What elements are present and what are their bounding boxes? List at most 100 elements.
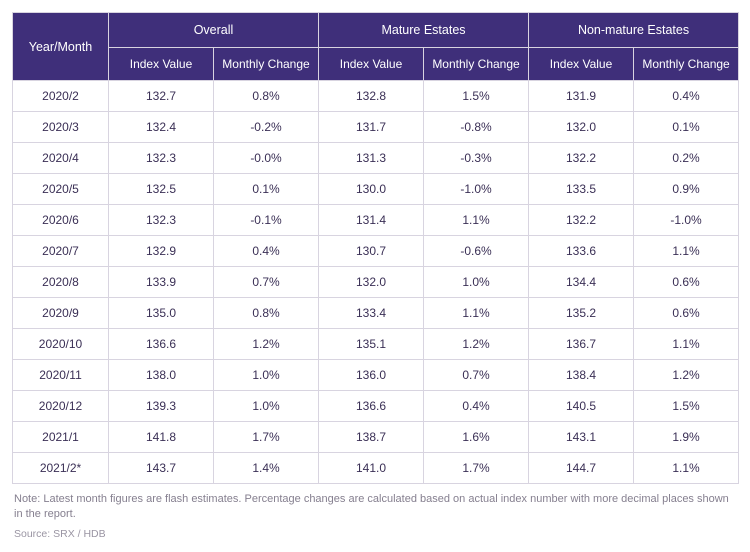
table-row: 2020/11138.01.0%136.00.7%138.41.2% xyxy=(13,360,739,391)
cell-year-month: 2020/6 xyxy=(13,205,109,236)
cell-mature-change: 1.5% xyxy=(424,81,529,112)
col-overall-index: Index Value xyxy=(109,48,214,81)
table-body: 2020/2132.70.8%132.81.5%131.90.4%2020/31… xyxy=(13,81,739,484)
cell-overall-change: -0.0% xyxy=(214,143,319,174)
table-row: 2020/3132.4-0.2%131.7-0.8%132.00.1% xyxy=(13,112,739,143)
table-row: 2021/1141.81.7%138.71.6%143.11.9% xyxy=(13,422,739,453)
cell-overall-value: 132.3 xyxy=(109,205,214,236)
cell-overall-value: 143.7 xyxy=(109,453,214,484)
cell-nonmature-change: 1.1% xyxy=(634,236,739,267)
cell-year-month: 2020/8 xyxy=(13,267,109,298)
cell-year-month: 2021/1 xyxy=(13,422,109,453)
cell-overall-change: 1.7% xyxy=(214,422,319,453)
cell-mature-change: 1.1% xyxy=(424,298,529,329)
cell-mature-change: 1.6% xyxy=(424,422,529,453)
cell-overall-change: 1.2% xyxy=(214,329,319,360)
cell-overall-change: 0.7% xyxy=(214,267,319,298)
cell-nonmature-change: 1.5% xyxy=(634,391,739,422)
col-overall-change: Monthly Change xyxy=(214,48,319,81)
cell-mature-change: -0.8% xyxy=(424,112,529,143)
cell-mature-change: -0.3% xyxy=(424,143,529,174)
cell-year-month: 2021/2* xyxy=(13,453,109,484)
table-row: 2020/7132.90.4%130.7-0.6%133.61.1% xyxy=(13,236,739,267)
cell-mature-value: 131.3 xyxy=(319,143,424,174)
cell-mature-value: 136.6 xyxy=(319,391,424,422)
cell-overall-value: 132.5 xyxy=(109,174,214,205)
cell-nonmature-change: 1.1% xyxy=(634,453,739,484)
col-nonmature-change: Monthly Change xyxy=(634,48,739,81)
cell-overall-change: -0.2% xyxy=(214,112,319,143)
cell-nonmature-value: 133.6 xyxy=(529,236,634,267)
cell-mature-value: 138.7 xyxy=(319,422,424,453)
cell-overall-change: 1.0% xyxy=(214,360,319,391)
table-row: 2020/12139.31.0%136.60.4%140.51.5% xyxy=(13,391,739,422)
cell-nonmature-value: 140.5 xyxy=(529,391,634,422)
col-year-month: Year/Month xyxy=(13,13,109,81)
cell-overall-value: 138.0 xyxy=(109,360,214,391)
cell-mature-change: 0.7% xyxy=(424,360,529,391)
cell-mature-value: 131.7 xyxy=(319,112,424,143)
source-line: Source: SRX / HDB xyxy=(14,528,736,540)
col-group-mature: Mature Estates xyxy=(319,13,529,48)
cell-nonmature-change: 0.9% xyxy=(634,174,739,205)
table-row: 2020/2132.70.8%132.81.5%131.90.4% xyxy=(13,81,739,112)
cell-mature-value: 135.1 xyxy=(319,329,424,360)
cell-overall-change: 0.8% xyxy=(214,298,319,329)
header-group-row: Year/Month Overall Mature Estates Non-ma… xyxy=(13,13,739,48)
cell-mature-value: 130.0 xyxy=(319,174,424,205)
table-row: 2020/8133.90.7%132.01.0%134.40.6% xyxy=(13,267,739,298)
cell-overall-value: 133.9 xyxy=(109,267,214,298)
cell-overall-value: 139.3 xyxy=(109,391,214,422)
cell-nonmature-value: 132.0 xyxy=(529,112,634,143)
cell-year-month: 2020/3 xyxy=(13,112,109,143)
cell-nonmature-change: 0.2% xyxy=(634,143,739,174)
cell-overall-value: 141.8 xyxy=(109,422,214,453)
cell-nonmature-change: 0.6% xyxy=(634,298,739,329)
cell-overall-value: 132.3 xyxy=(109,143,214,174)
col-mature-index: Index Value xyxy=(319,48,424,81)
cell-mature-value: 132.0 xyxy=(319,267,424,298)
cell-nonmature-value: 138.4 xyxy=(529,360,634,391)
cell-nonmature-value: 131.9 xyxy=(529,81,634,112)
table-row: 2021/2*143.71.4%141.01.7%144.71.1% xyxy=(13,453,739,484)
cell-year-month: 2020/7 xyxy=(13,236,109,267)
cell-overall-value: 132.7 xyxy=(109,81,214,112)
table-row: 2020/6132.3-0.1%131.41.1%132.2-1.0% xyxy=(13,205,739,236)
cell-mature-change: -1.0% xyxy=(424,174,529,205)
cell-mature-change: 1.7% xyxy=(424,453,529,484)
cell-mature-value: 130.7 xyxy=(319,236,424,267)
cell-overall-value: 132.4 xyxy=(109,112,214,143)
cell-nonmature-value: 134.4 xyxy=(529,267,634,298)
cell-nonmature-change: -1.0% xyxy=(634,205,739,236)
cell-overall-change: 0.8% xyxy=(214,81,319,112)
cell-nonmature-value: 132.2 xyxy=(529,143,634,174)
cell-mature-change: 1.1% xyxy=(424,205,529,236)
cell-mature-value: 133.4 xyxy=(319,298,424,329)
cell-mature-value: 131.4 xyxy=(319,205,424,236)
cell-nonmature-change: 1.9% xyxy=(634,422,739,453)
cell-mature-value: 132.8 xyxy=(319,81,424,112)
cell-nonmature-change: 1.2% xyxy=(634,360,739,391)
col-group-overall: Overall xyxy=(109,13,319,48)
col-nonmature-index: Index Value xyxy=(529,48,634,81)
cell-year-month: 2020/9 xyxy=(13,298,109,329)
cell-year-month: 2020/11 xyxy=(13,360,109,391)
table-row: 2020/10136.61.2%135.11.2%136.71.1% xyxy=(13,329,739,360)
cell-nonmature-value: 132.2 xyxy=(529,205,634,236)
cell-mature-change: 1.2% xyxy=(424,329,529,360)
col-group-nonmature: Non-mature Estates xyxy=(529,13,739,48)
index-table: Year/Month Overall Mature Estates Non-ma… xyxy=(12,12,739,484)
header-sub-row: Index Value Monthly Change Index Value M… xyxy=(13,48,739,81)
cell-nonmature-change: 0.6% xyxy=(634,267,739,298)
cell-overall-value: 135.0 xyxy=(109,298,214,329)
cell-mature-change: -0.6% xyxy=(424,236,529,267)
cell-mature-value: 136.0 xyxy=(319,360,424,391)
cell-year-month: 2020/5 xyxy=(13,174,109,205)
cell-year-month: 2020/12 xyxy=(13,391,109,422)
cell-nonmature-change: 0.1% xyxy=(634,112,739,143)
cell-nonmature-change: 1.1% xyxy=(634,329,739,360)
cell-nonmature-value: 135.2 xyxy=(529,298,634,329)
cell-nonmature-change: 0.4% xyxy=(634,81,739,112)
cell-overall-value: 132.9 xyxy=(109,236,214,267)
table-row: 2020/5132.50.1%130.0-1.0%133.50.9% xyxy=(13,174,739,205)
